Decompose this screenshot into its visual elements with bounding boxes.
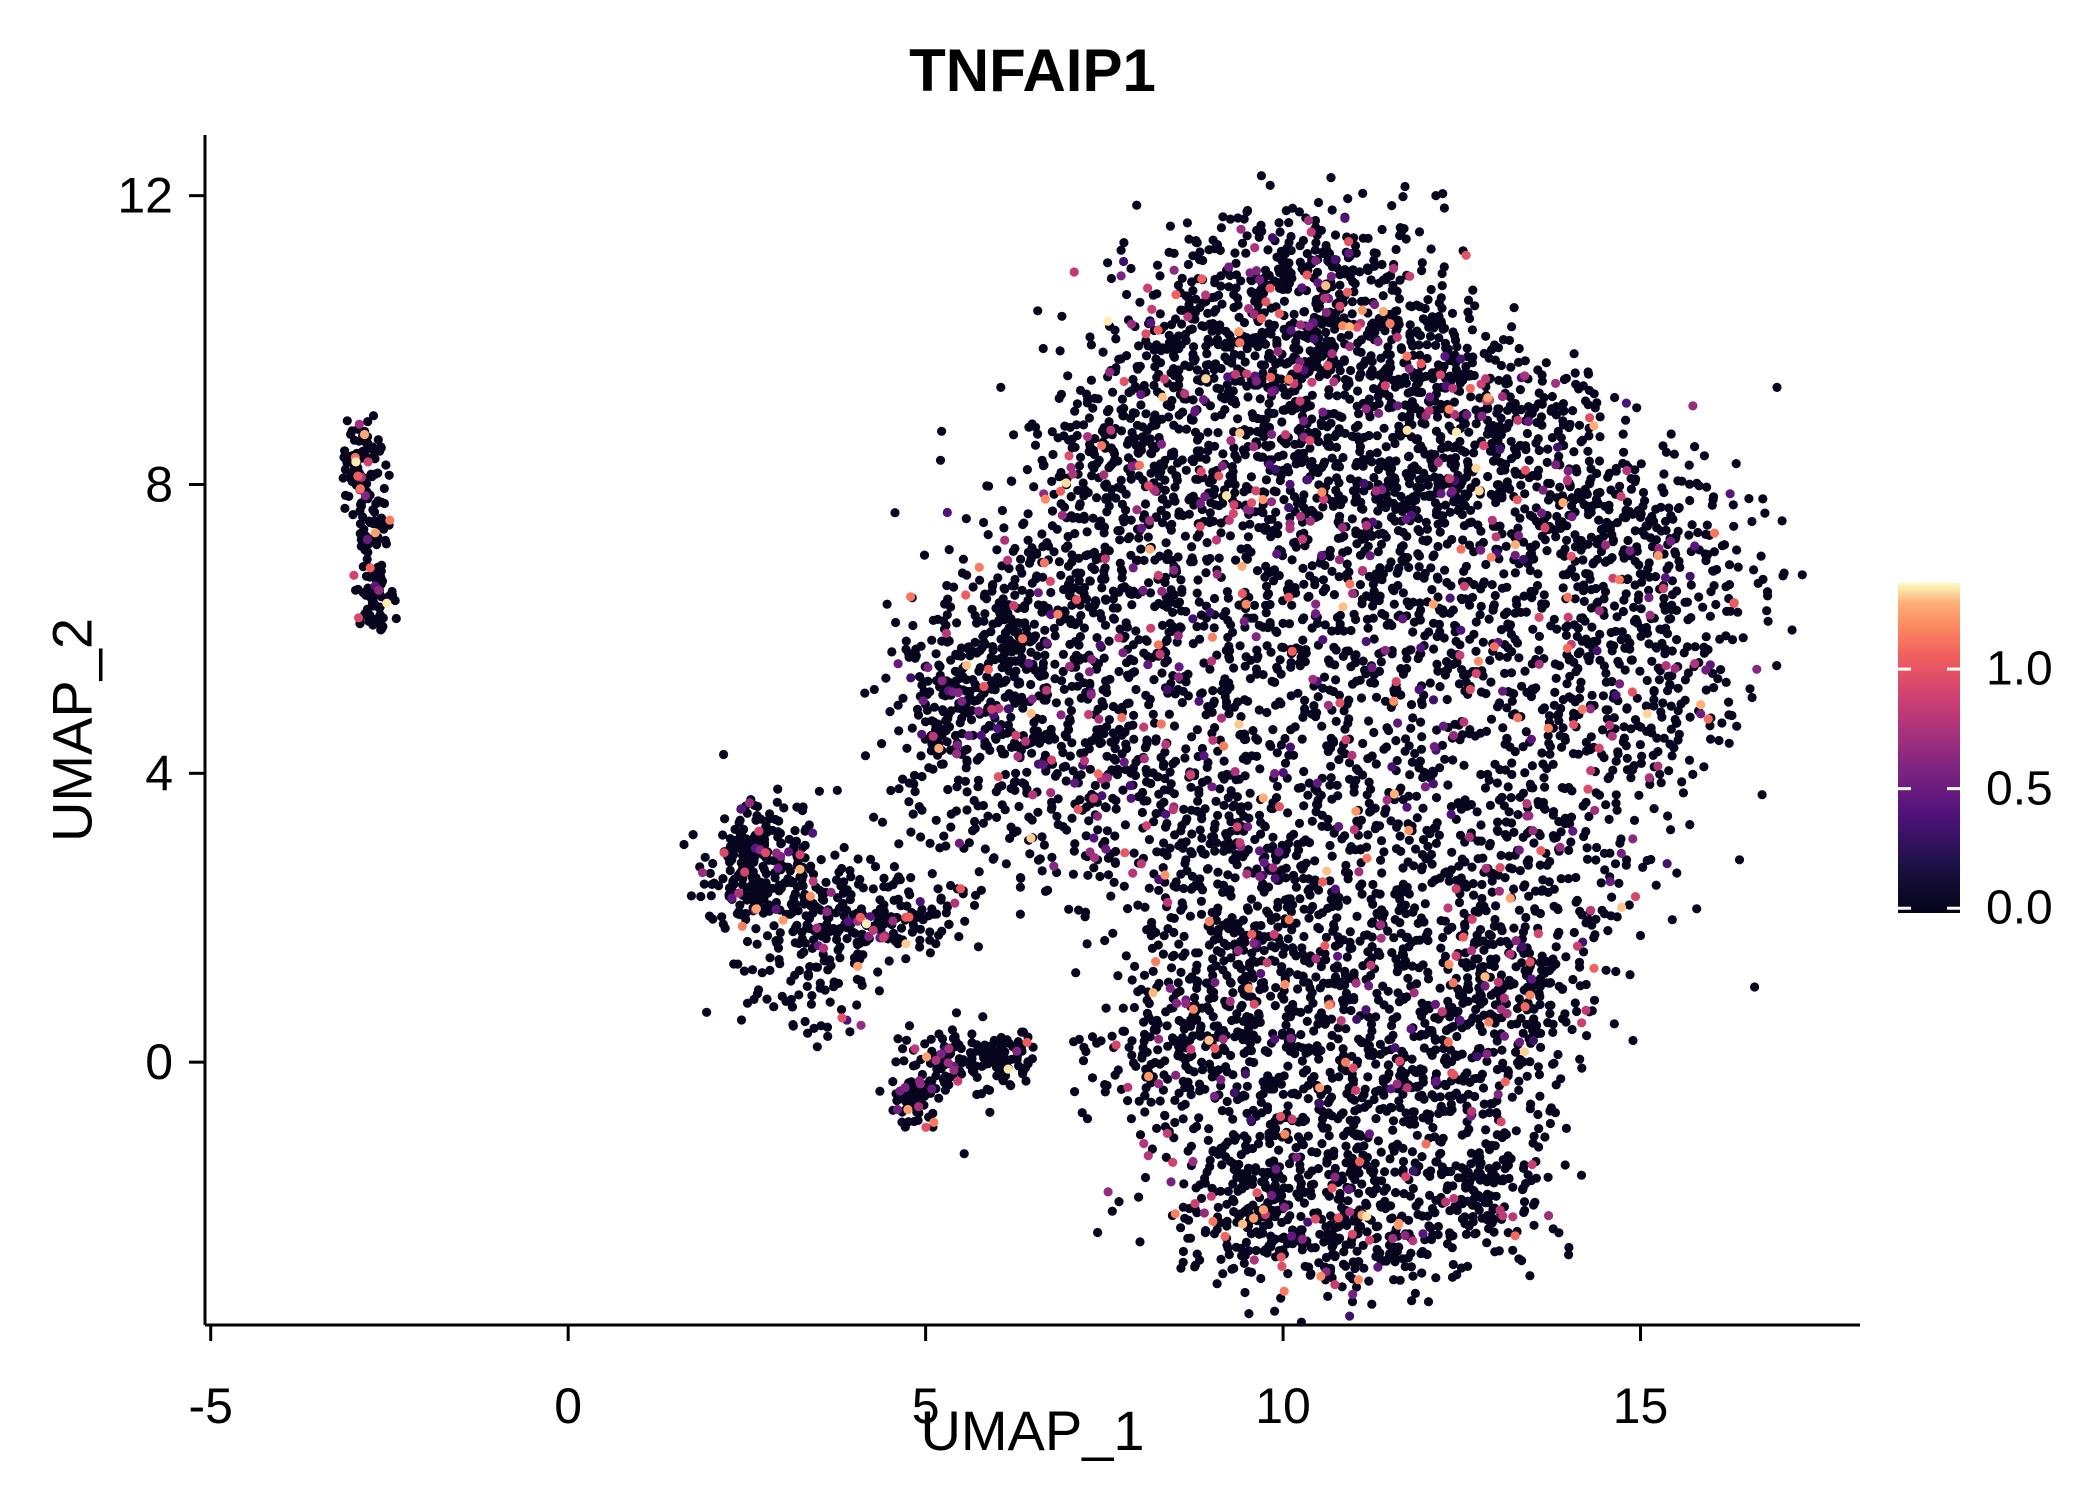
svg-text:4: 4: [145, 745, 173, 801]
colorbar-tick-label: 0.0: [1986, 882, 2053, 935]
svg-text:0: 0: [554, 1378, 582, 1434]
x-axis-title: UMAP_1: [920, 1399, 1145, 1462]
svg-text:-5: -5: [188, 1378, 232, 1434]
svg-text:5: 5: [912, 1378, 940, 1434]
scatter-points: [338, 171, 1807, 1327]
svg-text:10: 10: [1255, 1378, 1311, 1434]
axes: -5 0 5 10 15 0 4 8 12: [117, 135, 1860, 1434]
svg-text:8: 8: [145, 456, 173, 512]
y-axis-title: UMAP_2: [40, 617, 104, 843]
colorbar-ticks: [1898, 667, 1960, 910]
svg-text:12: 12: [117, 168, 173, 224]
colorbar-tick-label: 0.5: [1986, 763, 2053, 816]
svg-text:0: 0: [145, 1034, 173, 1090]
colorbar-gradient: [1898, 583, 1960, 913]
colorbar-tick-label: 1.0: [1986, 643, 2053, 696]
colorbar-legend: 1.0 0.5 0.0: [1898, 583, 2053, 935]
chart-title: TNFAIP1: [909, 37, 1156, 104]
svg-text:15: 15: [1613, 1378, 1669, 1434]
